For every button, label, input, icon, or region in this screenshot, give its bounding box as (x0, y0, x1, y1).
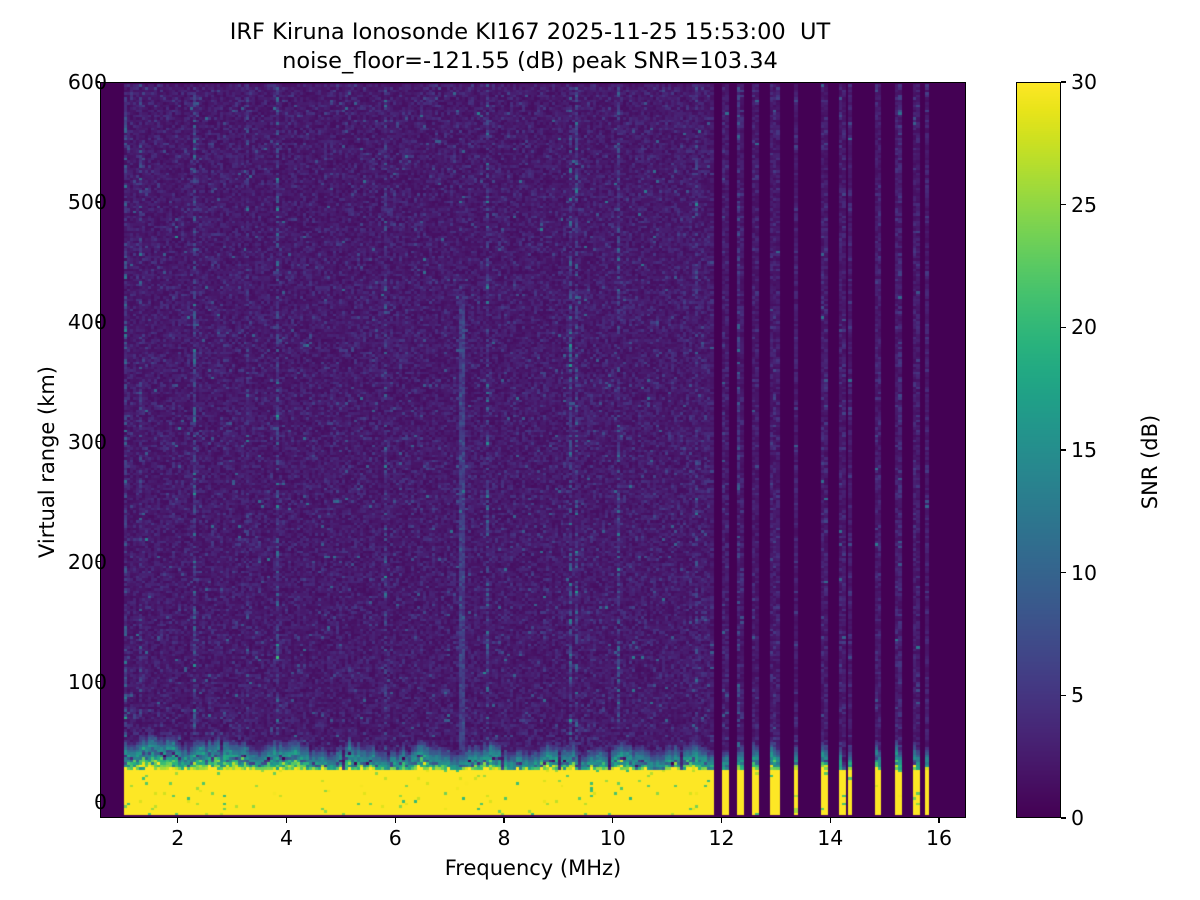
y-tick-400 (95, 321, 100, 323)
x-tick-4 (285, 818, 288, 823)
y-tick-100 (95, 681, 100, 683)
colorbar-tick-30 (1061, 81, 1066, 83)
y-tick-300 (95, 441, 100, 443)
x-tick-12 (720, 818, 723, 823)
figure-title: IRF Kiruna Ionosonde KI167 2025-11-25 15… (0, 18, 1060, 77)
x-tick-2 (177, 818, 179, 823)
y-tick-600 (95, 81, 100, 83)
x-tick-label-14: 14 (817, 826, 844, 850)
y-tick-0 (95, 800, 100, 803)
x-tick-6 (394, 818, 396, 823)
colorbar-tick-label-0: 0 (1071, 806, 1085, 830)
y-tick-500 (95, 201, 100, 203)
x-tick-16 (938, 818, 940, 823)
y-tick-label-0: 0 (93, 789, 107, 814)
y-tick-label-400: 400 (67, 309, 107, 334)
colorbar-tick-5 (1061, 694, 1066, 696)
ionogram-plot-area (100, 82, 966, 818)
snr-colorbar (1016, 82, 1061, 818)
x-tick-label-10: 10 (599, 826, 626, 850)
x-tick-label-2: 2 (171, 826, 185, 850)
colorbar-gradient (1017, 83, 1060, 817)
y-tick-label-300: 300 (67, 429, 107, 454)
title-line-2: noise_floor=-121.55 (dB) peak SNR=103.34 (282, 48, 778, 75)
colorbar-tick-0 (1061, 817, 1066, 819)
x-tick-label-6: 6 (388, 826, 402, 850)
y-tick-label-100: 100 (67, 669, 107, 694)
colorbar-tick-label-5: 5 (1071, 683, 1085, 708)
colorbar-tick-label-20: 20 (1071, 315, 1098, 340)
y-tick-label-600: 600 (67, 70, 107, 94)
colorbar-tick-label-30: 30 (1071, 70, 1098, 94)
x-tick-label-12: 12 (708, 826, 735, 850)
y-tick-label-500: 500 (67, 189, 107, 214)
colorbar-tick-15 (1061, 449, 1066, 451)
x-tick-label-8: 8 (497, 826, 511, 850)
x-tick-label-16: 16 (925, 826, 953, 850)
x-tick-8 (503, 818, 505, 823)
x-tick-label-4: 4 (279, 826, 294, 850)
title-line-1: IRF Kiruna Ionosonde KI167 2025-11-25 15… (229, 19, 831, 45)
colorbar-tick-label-10: 10 (1071, 560, 1098, 585)
y-axis-label: Virtual range (km) (35, 365, 59, 559)
colorbar-tick-25 (1061, 204, 1066, 206)
colorbar-tick-label-25: 25 (1071, 192, 1098, 217)
colorbar-label: SNR (dB) (1138, 414, 1162, 510)
x-tick-10 (612, 818, 614, 823)
colorbar-tick-20 (1061, 326, 1066, 328)
y-tick-200 (95, 561, 100, 563)
y-tick-label-200: 200 (67, 549, 107, 574)
colorbar-tick-label-15: 15 (1071, 438, 1098, 462)
x-tick-14 (829, 818, 831, 823)
ionogram-heatmap-canvas (101, 83, 965, 817)
colorbar-tick-10 (1061, 572, 1066, 574)
x-axis-label: Frequency (MHz) (444, 856, 622, 880)
